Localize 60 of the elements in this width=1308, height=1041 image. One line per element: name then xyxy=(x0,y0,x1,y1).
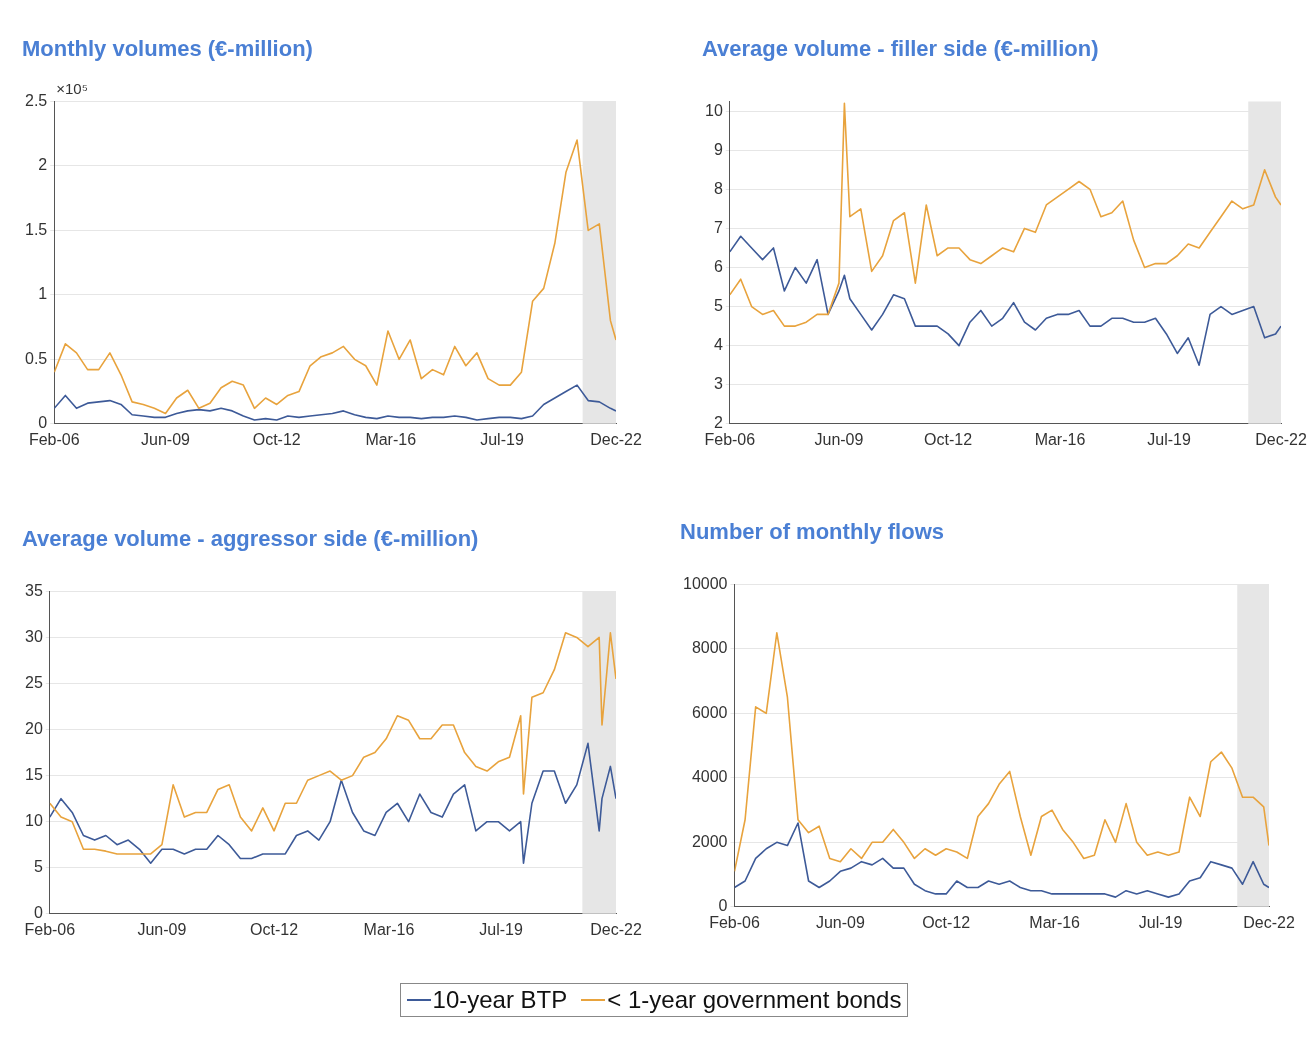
x-tick-label: Feb-06 xyxy=(28,430,80,448)
y-tick-label: 30 xyxy=(25,627,43,645)
chart-title: Monthly volumes (€-million) xyxy=(22,36,313,62)
x-tick-label: Jun-09 xyxy=(141,430,191,448)
chart-title: Number of monthly flows xyxy=(680,519,944,545)
x-tick-label: Oct-12 xyxy=(924,430,973,448)
x-tick-label: Feb-06 xyxy=(24,920,76,938)
x-tick-label: Jul-19 xyxy=(1147,430,1192,448)
y-tick-label: 5 xyxy=(713,296,723,314)
y-tick-label: 4000 xyxy=(691,768,728,786)
y-tick-label: 8000 xyxy=(691,639,728,657)
x-tick-label: Feb-06 xyxy=(704,430,756,448)
y-tick-label: 35 xyxy=(25,581,43,599)
y-tick-label: 10 xyxy=(705,101,723,119)
x-tick-label: Jul-19 xyxy=(1138,913,1183,931)
x-tick-label: Dec-22 xyxy=(590,920,642,938)
y-tick-label: 2.5 xyxy=(24,91,48,109)
y-tick-label: 0 xyxy=(33,904,43,922)
x-tick-label: Dec-22 xyxy=(1255,430,1307,448)
y-tick-label: 1 xyxy=(38,285,48,303)
y-tick-label: 2000 xyxy=(691,832,728,850)
x-tick-label: Jul-19 xyxy=(480,430,524,448)
x-tick-label: Dec-22 xyxy=(1243,913,1295,931)
y-tick-label: 2 xyxy=(713,414,723,432)
y-tick-label: 0 xyxy=(718,897,728,915)
legend-label: 10-year BTP xyxy=(432,986,568,1014)
x-tick-label: Mar-16 xyxy=(1029,913,1081,931)
x-tick-label: Jun-09 xyxy=(814,430,864,448)
x-tick-label: Oct-12 xyxy=(250,920,299,938)
y-tick-label: 2 xyxy=(38,156,48,174)
y-tick-label: 10 xyxy=(25,812,43,830)
y-tick-label: 8 xyxy=(713,179,723,197)
y-tick-label: 3 xyxy=(713,375,723,393)
chart-title: Average volume - filler side (€-million) xyxy=(702,36,1099,62)
chart-title: Average volume - aggressor side (€-million) xyxy=(22,526,479,552)
x-tick-label: Mar-16 xyxy=(365,430,417,448)
y-tick-label: 7 xyxy=(713,218,723,236)
y-tick-label: 9 xyxy=(713,140,723,158)
y-tick-label: 0.5 xyxy=(24,349,48,367)
y-tick-label: 25 xyxy=(25,673,43,691)
legend-label: < 1-year government bonds xyxy=(607,986,902,1014)
text: ×10⁵ xyxy=(56,80,88,98)
y-tick-label: 1.5 xyxy=(24,220,48,238)
x-tick-label: Oct-12 xyxy=(922,913,971,931)
y-tick-label: 0 xyxy=(38,414,48,432)
x-tick-label: Jun-09 xyxy=(815,913,865,931)
y-tick-label: 10000 xyxy=(682,574,728,592)
y-tick-label: 20 xyxy=(25,719,43,737)
x-tick-label: Mar-16 xyxy=(363,920,415,938)
x-tick-label: Feb-06 xyxy=(709,913,760,931)
x-tick-label: Jun-09 xyxy=(137,920,187,938)
x-tick-label: Jul-19 xyxy=(479,920,523,938)
x-tick-label: Dec-22 xyxy=(590,430,642,448)
x-tick-label: Oct-12 xyxy=(252,430,301,448)
y-tick-label: 4 xyxy=(713,336,723,354)
y-tick-label: 5 xyxy=(33,858,43,876)
x-tick-label: Mar-16 xyxy=(1034,430,1086,448)
y-tick-label: 6000 xyxy=(691,703,728,721)
y-tick-label: 15 xyxy=(25,766,43,784)
y-tick-label: 6 xyxy=(713,257,723,275)
